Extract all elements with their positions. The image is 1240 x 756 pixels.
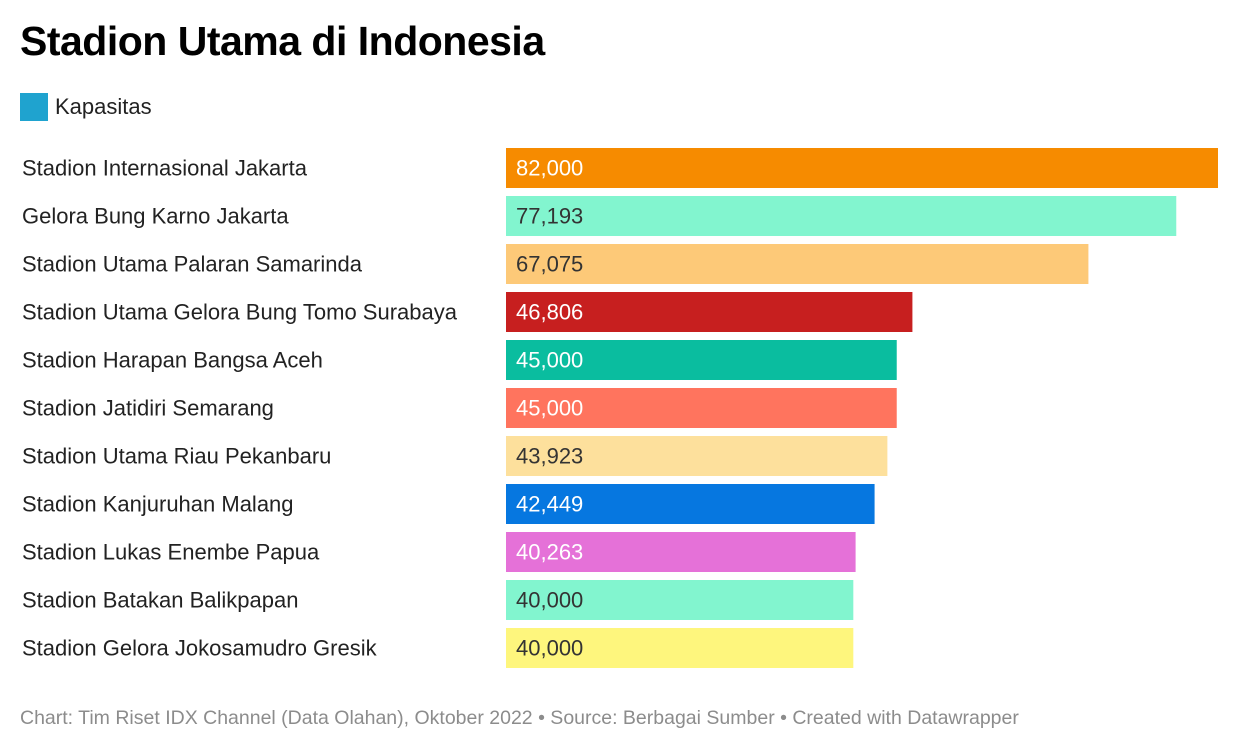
value-label: 45,000 [516, 348, 583, 373]
bar-row: Stadion Utama Riau Pekanbaru 43,923 [22, 436, 888, 476]
value-label: 40,000 [516, 636, 583, 661]
value-label: 67,075 [516, 252, 583, 277]
category-label: Stadion Utama Palaran Samarinda [22, 252, 363, 277]
bar-row: Stadion Utama Gelora Bung Tomo Surabaya 4… [22, 292, 913, 332]
value-label: 45,000 [516, 396, 583, 421]
bar-row: Stadion Jatidiri Semarang 45,000 [22, 388, 897, 428]
bar [506, 148, 1218, 188]
bar [506, 244, 1089, 284]
value-label: 46,806 [516, 300, 583, 325]
chart-footer: Chart: Tim Riset IDX Channel (Data Olaha… [20, 707, 1019, 729]
category-label: Stadion Utama Gelora Bung Tomo Surabaya [22, 300, 458, 325]
value-label: 43,923 [516, 444, 583, 469]
legend-swatch [20, 93, 48, 121]
chart-title: Stadion Utama di Indonesia [20, 18, 545, 64]
value-label: 40,000 [516, 588, 583, 613]
category-label: Stadion Batakan Balikpapan [22, 588, 298, 613]
bar-row: Stadion Lukas Enembe Papua 40,263 [22, 532, 856, 572]
bar-row: Stadion Internasional Jakarta 82,000 [22, 148, 1218, 188]
category-label: Stadion Kanjuruhan Malang [22, 492, 294, 517]
category-label: Gelora Bung Karno Jakarta [22, 204, 289, 229]
bar [506, 196, 1177, 236]
category-label: Stadion Jatidiri Semarang [22, 396, 274, 421]
bar [506, 436, 888, 476]
legend-label: Kapasitas [55, 94, 152, 119]
bar-row: Gelora Bung Karno Jakarta 77,193 [22, 196, 1177, 236]
category-label: Stadion Gelora Jokosamudro Gresik [22, 636, 378, 661]
category-label: Stadion Harapan Bangsa Aceh [22, 348, 323, 373]
bar [506, 628, 854, 668]
value-label: 82,000 [516, 156, 583, 181]
bar-row: Stadion Kanjuruhan Malang 42,449 [22, 484, 875, 524]
bar [506, 340, 897, 380]
bar-row: Stadion Batakan Balikpapan 40,000 [22, 580, 854, 620]
value-label: 77,193 [516, 204, 583, 229]
bar [506, 292, 913, 332]
category-label: Stadion Utama Riau Pekanbaru [22, 444, 331, 469]
bar [506, 532, 856, 572]
bar [506, 388, 897, 428]
bar [506, 484, 875, 524]
legend: Kapasitas [20, 93, 152, 121]
bar-row: Stadion Harapan Bangsa Aceh 45,000 [22, 340, 897, 380]
bar [506, 580, 854, 620]
category-label: Stadion Internasional Jakarta [22, 156, 308, 181]
bar-row: Stadion Gelora Jokosamudro Gresik 40,000 [22, 628, 854, 668]
bar-row: Stadion Utama Palaran Samarinda 67,075 [22, 244, 1089, 284]
category-label: Stadion Lukas Enembe Papua [22, 540, 320, 565]
value-label: 42,449 [516, 492, 583, 517]
value-label: 40,263 [516, 540, 583, 565]
